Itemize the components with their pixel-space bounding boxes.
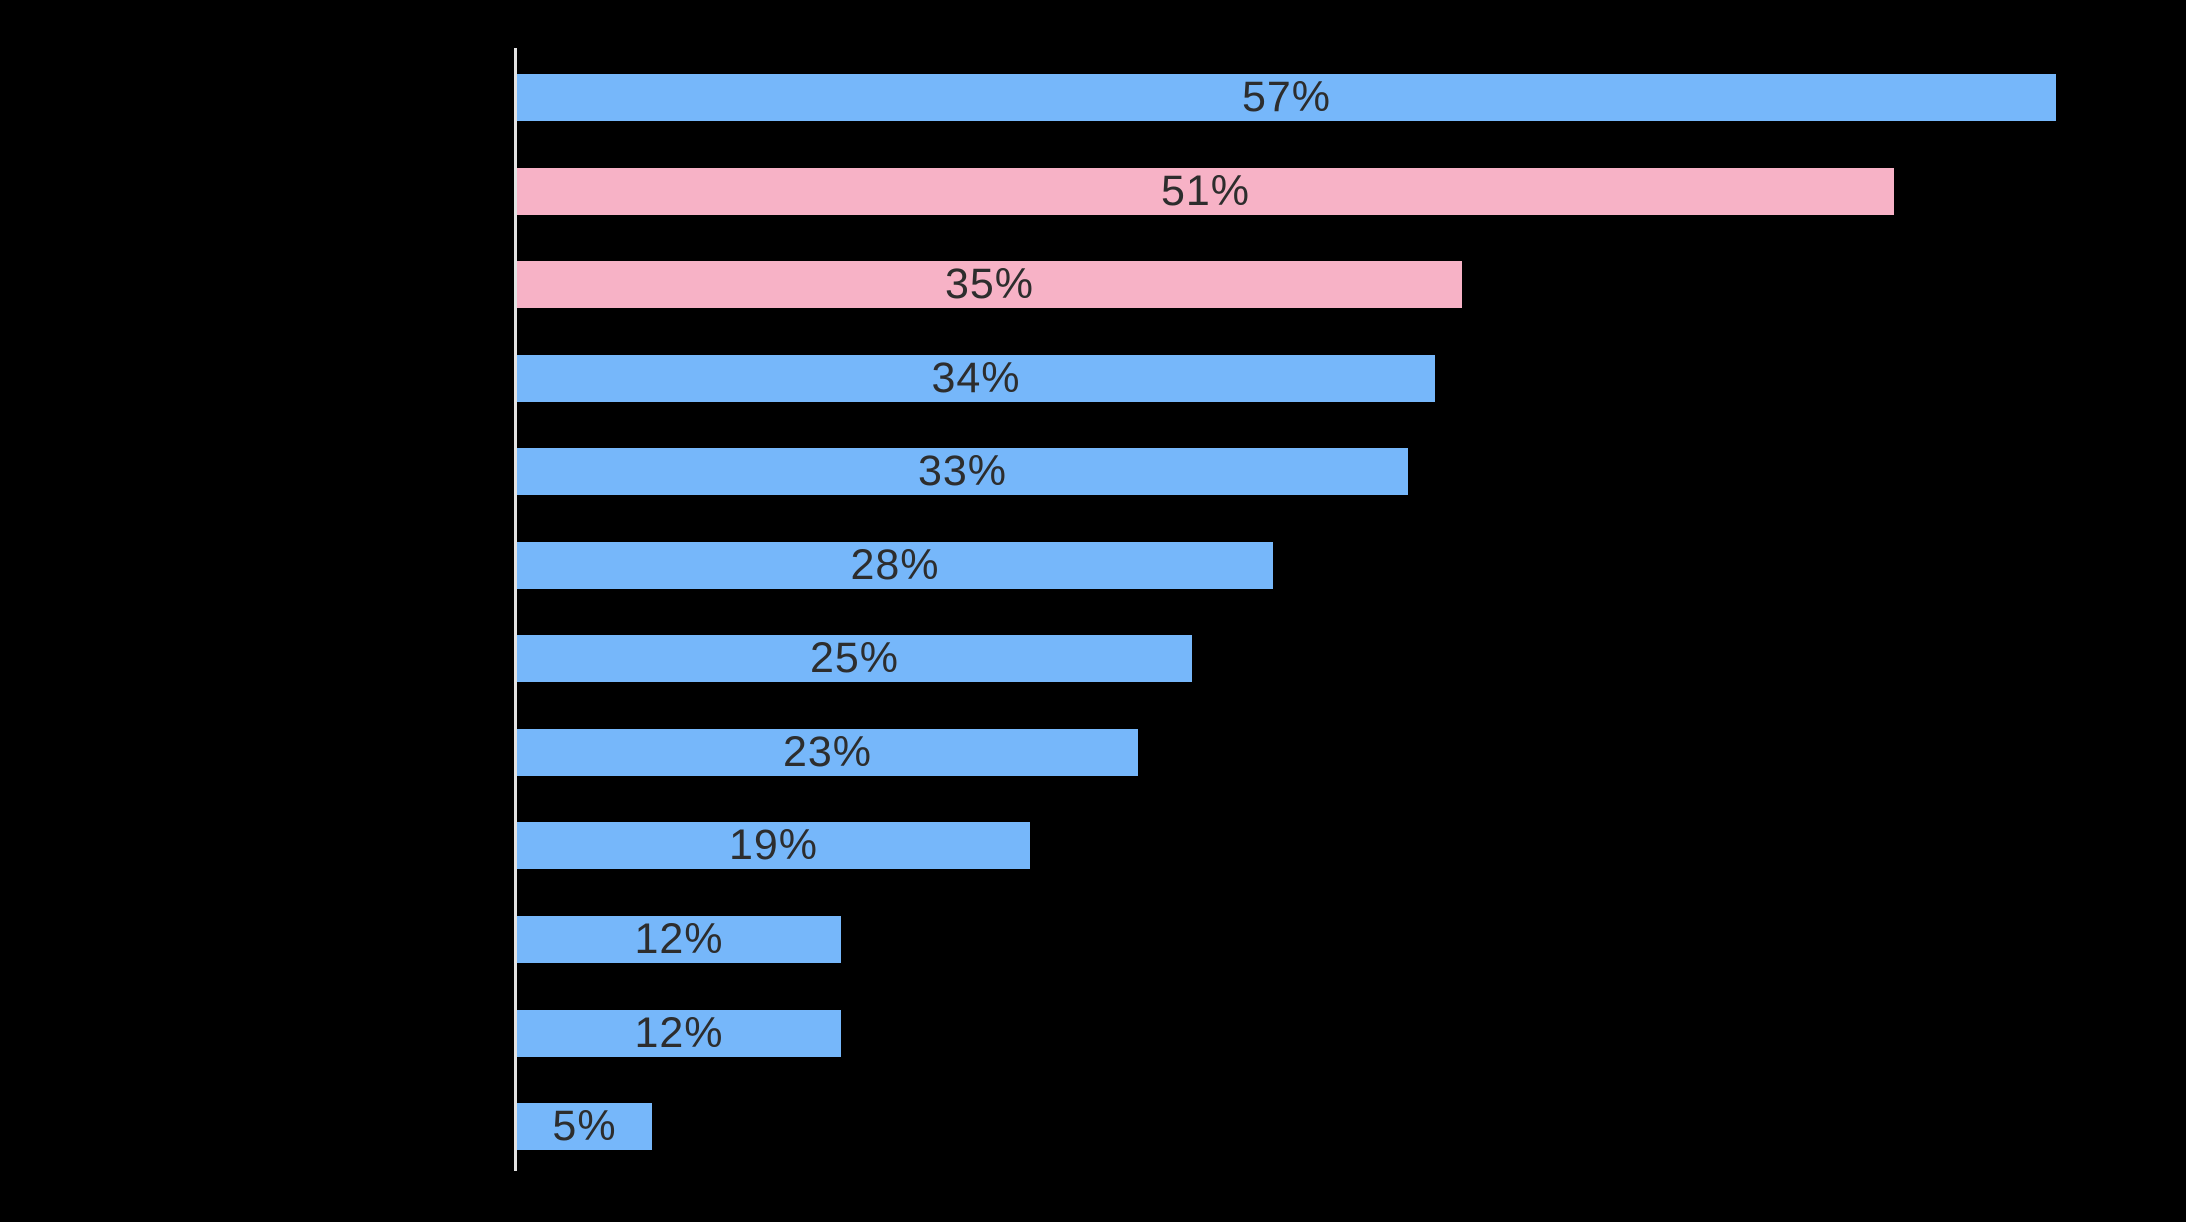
bar: 5% <box>517 1102 652 1151</box>
bar: 34% <box>517 353 1435 402</box>
y-axis-line <box>514 48 517 1171</box>
bar-value-label: 57% <box>1241 73 1332 121</box>
bar: 33% <box>517 447 1408 496</box>
bar-value-label: 12% <box>634 1008 724 1057</box>
bar-value-label: 23% <box>782 727 873 776</box>
bar-value-label: 19% <box>728 821 819 870</box>
bar: 25% <box>517 634 1192 683</box>
bar: 12% <box>517 1008 841 1057</box>
bar-value-label: 25% <box>809 634 900 683</box>
bar-value-label: 33% <box>917 447 1008 496</box>
bar: 19% <box>517 821 1030 870</box>
bar: 12% <box>517 914 841 963</box>
bar-value-label: 51% <box>1160 166 1251 215</box>
bar: 28% <box>517 540 1273 589</box>
bar-value-label: 5% <box>552 1102 617 1151</box>
bar-value-label: 12% <box>634 914 724 963</box>
bar: 35% <box>517 260 1462 309</box>
bar-value-label: 34% <box>931 353 1021 402</box>
bar: 23% <box>517 727 1138 776</box>
bar-value-label: 35% <box>944 260 1035 309</box>
bar-value-label: 28% <box>850 540 940 589</box>
bar: 57% <box>517 74 2056 121</box>
bar: 51% <box>517 166 1894 215</box>
plot-area: 57% 51% 35% 34% 33% 28% 25% 23% 19% 12% 12% 5% <box>517 0 2143 1222</box>
